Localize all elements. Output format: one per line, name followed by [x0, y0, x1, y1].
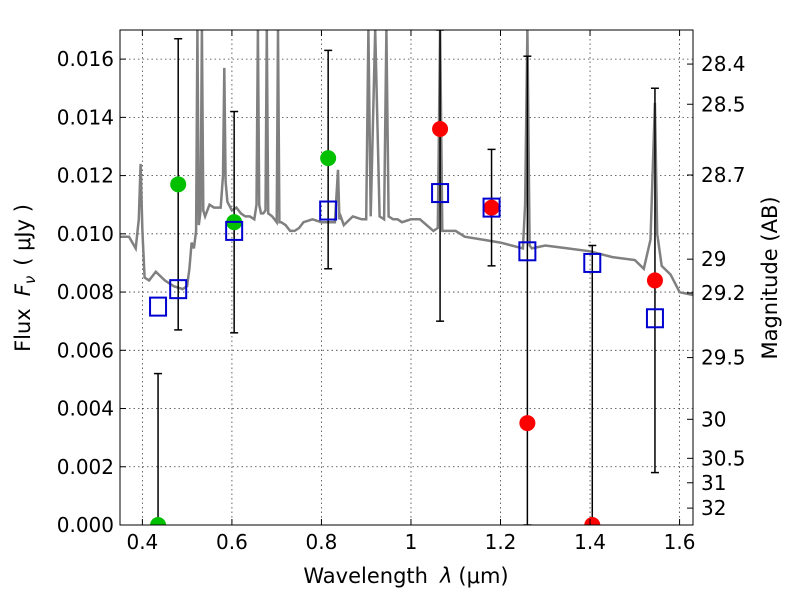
- observed-points: [150, 121, 663, 525]
- y-tick-label: 0.016: [57, 47, 114, 71]
- error-bars: [154, 30, 659, 525]
- model-photometry-point: [431, 183, 450, 204]
- magnitude-tick-label: 29.5: [701, 346, 746, 370]
- y-tick-label: 0.002: [57, 455, 114, 479]
- plot-area: [120, 30, 693, 525]
- x-tick-label: 0.8: [306, 530, 338, 554]
- template-spectrum-line: [120, 30, 693, 297]
- observed-point: [483, 199, 500, 216]
- observed-point: [150, 517, 167, 525]
- x-tick-label: 1.2: [485, 530, 517, 554]
- model-photometry-point: [645, 308, 664, 329]
- magnitude-tick-label: 28.7: [701, 163, 746, 187]
- magnitude-tick-label: 28.5: [701, 92, 746, 116]
- y-axis-ticks: 0.000 0.002 0.004 0.006 0.008 0.010 0.012 0.014…: [57, 47, 126, 537]
- model-photometry-point: [583, 252, 602, 273]
- plot-frame: [119, 29, 694, 526]
- magnitude-axis-label: Magnitude (AB): [758, 196, 782, 359]
- magnitude-tick-label: 32: [701, 496, 726, 520]
- x-tick-label: 1.6: [664, 530, 696, 554]
- y-axis-label: FluxFν( μJy ): [11, 204, 39, 352]
- observed-point: [170, 176, 187, 193]
- magnitude-tick-label: 28.4: [701, 52, 746, 76]
- y-tick-label: 0.010: [57, 222, 114, 246]
- model-photometry-point: [169, 279, 188, 300]
- x-tick-label: 1: [405, 530, 418, 554]
- x-axis-ticks: 0.4 0.6 0.8 1 1.2 1.4 1.6: [126, 30, 695, 554]
- y-tick-label: 0.006: [57, 338, 114, 362]
- x-tick-label: 1.4: [574, 530, 606, 554]
- observed-point: [646, 272, 663, 289]
- model-photometry-point: [482, 197, 501, 218]
- observed-point: [432, 121, 449, 137]
- model-photometry-point: [319, 200, 338, 221]
- magnitude-tick-label: 29.2: [701, 281, 746, 305]
- magnitude-tick-label: 30: [701, 407, 726, 431]
- model-photometry-point: [149, 296, 168, 317]
- y-tick-label: 0.014: [57, 105, 114, 129]
- model-photometry-point: [518, 241, 537, 262]
- model-photometry-points: [149, 183, 664, 329]
- x-axis-label: Wavelength λ (μm): [303, 564, 508, 588]
- y-tick-label: 0.004: [57, 397, 114, 421]
- observed-point: [584, 517, 601, 525]
- y-tick-label: 0.008: [57, 280, 114, 304]
- x-tick-label: 0.4: [126, 530, 158, 554]
- y-tick-label: 0.000: [57, 513, 114, 537]
- magnitude-tick-label: 29: [701, 247, 726, 271]
- magnitude-tick-label: 30.5: [701, 446, 746, 470]
- observed-point: [519, 415, 536, 432]
- y-tick-label: 0.012: [57, 164, 114, 188]
- model-photometry-point: [225, 220, 244, 241]
- observed-point: [320, 150, 337, 167]
- x-tick-label: 0.6: [216, 530, 248, 554]
- grid: [120, 30, 693, 525]
- magnitude-tick-label: 31: [701, 471, 726, 495]
